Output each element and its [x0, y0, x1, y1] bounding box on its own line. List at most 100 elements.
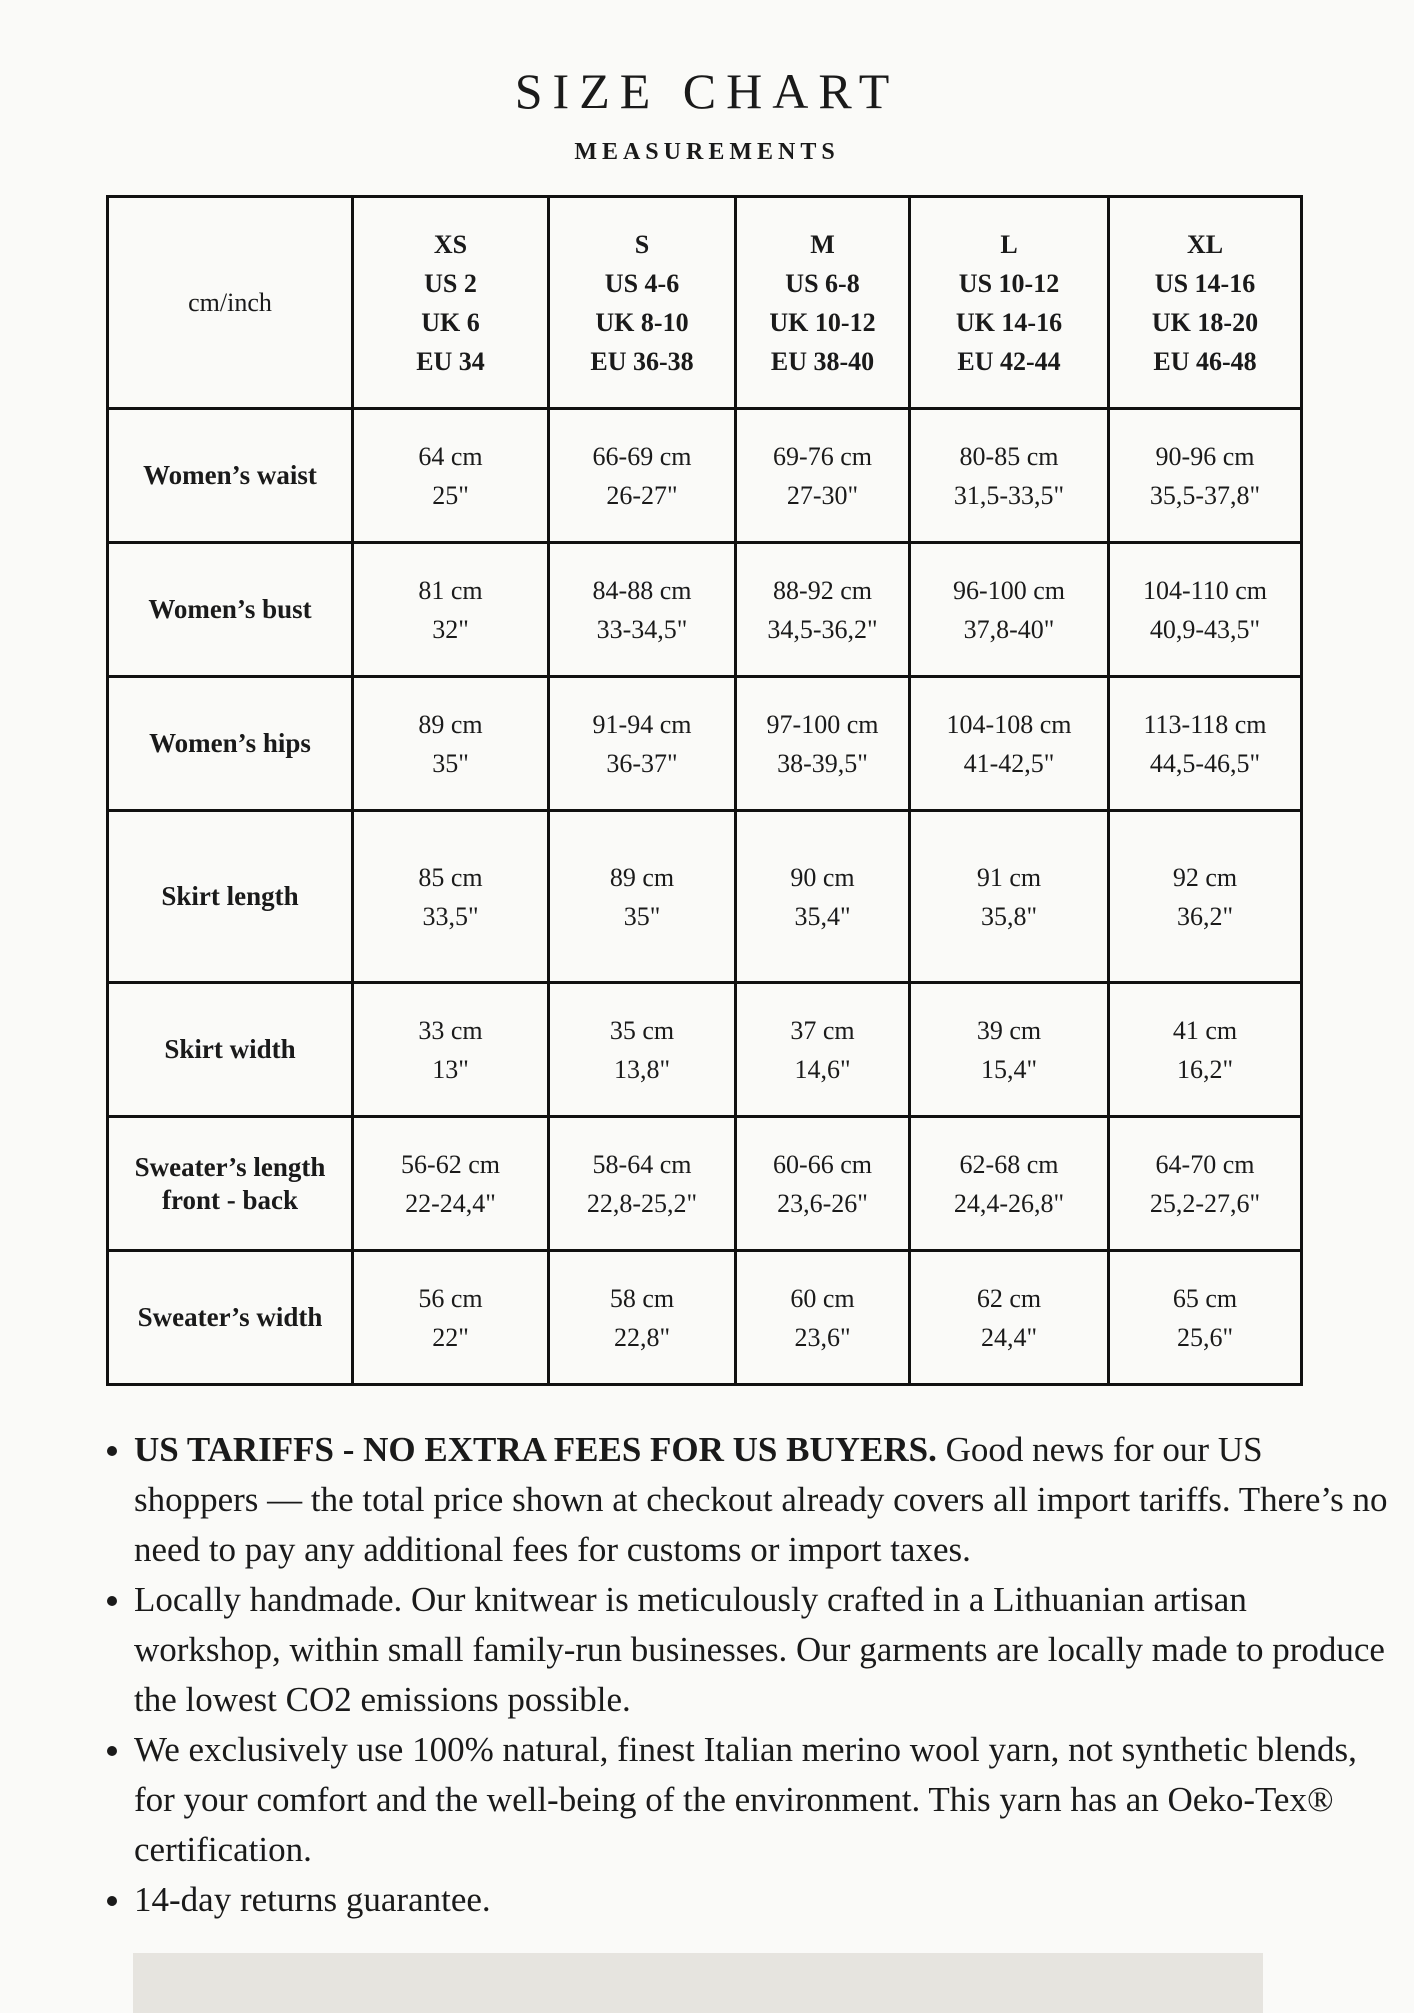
cm-value: 96-100 cm — [953, 575, 1065, 605]
inch-value: 13" — [432, 1054, 469, 1084]
inch-value: 36,2" — [1176, 901, 1234, 931]
cm-value: 97-100 cm — [766, 709, 879, 739]
cm-value: 41 cm — [1172, 1015, 1238, 1045]
table-row: Women’s bust 81 cm 32" 84-88 cm 33-34,5" 88-9… — [106, 541, 1303, 678]
row-label: Women’s waist — [106, 407, 354, 544]
table-row: Women’s waist 64 cm 25" 66-69 cm 26-27" 69-76… — [106, 407, 1303, 544]
measurement-cell: 56 cm 22" — [351, 1249, 550, 1386]
cm-value: 92 cm — [1172, 862, 1238, 892]
cm-value: 91-94 cm — [592, 709, 692, 739]
inch-value: 36-37" — [606, 748, 678, 778]
measurement-cell: 66-69 cm 26-27" — [547, 407, 737, 544]
measurement-cell: 37 cm 14,6" — [734, 981, 911, 1118]
measurement-cell: 91 cm 35,8" — [908, 809, 1110, 984]
cm-value: 91 cm — [976, 862, 1042, 892]
size-us: US 2 — [424, 268, 477, 298]
row-label-text: Skirt width — [164, 1034, 296, 1064]
measurement-cell: 104-110 cm 40,9-43,5" — [1107, 541, 1303, 678]
size-chart-table: cm/inch XS US 2 UK 6 EU 34 S US 4-6 UK 8-10 EU … — [106, 195, 1303, 1386]
size-size: S — [634, 229, 650, 259]
measurement-cell: 97-100 cm 38-39,5" — [734, 675, 911, 812]
measurement-cell: 33 cm 13" — [351, 981, 550, 1118]
cm-value: 60-66 cm — [773, 1149, 872, 1179]
inch-value: 16,2" — [1176, 1054, 1234, 1084]
row-label-text: Women’s waist — [143, 460, 317, 490]
row-label: Women’s bust — [106, 541, 354, 678]
size-uk: UK 6 — [421, 307, 480, 337]
inch-value: 35" — [623, 901, 661, 931]
inch-value: 38-39,5" — [777, 748, 868, 778]
unit-header: cm/inch — [106, 195, 354, 410]
info-list: US TARIFFS - NO EXTRA FEES FOR US BUYERS… — [98, 1425, 1394, 1925]
cm-value: 89 cm — [609, 862, 675, 892]
inch-value: 27-30" — [786, 480, 859, 510]
inch-value: 22-24,4" — [405, 1188, 496, 1218]
size-uk: UK 8-10 — [595, 307, 689, 337]
size-us: US 4-6 — [604, 268, 680, 298]
cm-value: 90-96 cm — [1155, 441, 1255, 471]
inch-value: 35,5-37,8" — [1149, 480, 1261, 510]
size-uk: UK 18-20 — [1151, 307, 1259, 337]
row-label-text: Women’s hips — [149, 728, 311, 758]
measurement-cell: 90-96 cm 35,5-37,8" — [1107, 407, 1303, 544]
measurement-cell: 91-94 cm 36-37" — [547, 675, 737, 812]
table-row: Sweater’s length front - back 56-62 cm 22-2… — [106, 1115, 1303, 1252]
measurement-cell: 85 cm 33,5" — [351, 809, 550, 984]
inch-value: 23,6" — [794, 1322, 851, 1352]
row-label: Sweater’s width — [106, 1249, 354, 1386]
inch-value: 37,8-40" — [963, 614, 1055, 644]
size-eu: EU 36-38 — [590, 346, 694, 376]
measurement-cell: 96-100 cm 37,8-40" — [908, 541, 1110, 678]
measurement-cell: 69-76 cm 27-30" — [734, 407, 911, 544]
cm-value: 85 cm — [418, 862, 483, 892]
inch-value: 34,5-36,2" — [767, 614, 878, 644]
measurement-cell: 64-70 cm 25,2-27,6" — [1107, 1115, 1303, 1252]
inch-value: 24,4" — [980, 1322, 1038, 1352]
measurement-cell: 58 cm 22,8" — [547, 1249, 737, 1386]
cm-value: 62-68 cm — [959, 1149, 1059, 1179]
inch-value: 22" — [432, 1322, 469, 1352]
list-item-text: Good news for our US shoppers — the tota… — [134, 1430, 1388, 1569]
cm-value: 84-88 cm — [592, 575, 692, 605]
measurement-cell: 90 cm 35,4" — [734, 809, 911, 984]
table-row: Sweater’s width 56 cm 22" 58 cm 22,8" 60 cm 23… — [106, 1249, 1303, 1386]
inch-value: 13,8" — [613, 1054, 671, 1084]
row-label-text: front - back — [161, 1184, 298, 1215]
size-us: US 6-8 — [785, 268, 860, 298]
measurement-cell: 62 cm 24,4" — [908, 1249, 1110, 1386]
row-label-text: Sweater’s length — [134, 1151, 326, 1182]
cm-value: 90 cm — [790, 862, 855, 892]
cm-value: 58 cm — [609, 1283, 675, 1313]
inch-value: 41-42,5" — [963, 748, 1055, 778]
size-header-xs: XS US 2 UK 6 EU 34 — [351, 195, 550, 410]
page-subtitle: MEASUREMENTS — [574, 139, 840, 165]
inch-value: 31,5-33,5" — [953, 480, 1065, 510]
size-size: XL — [1186, 229, 1224, 259]
cm-value: 69-76 cm — [773, 441, 872, 471]
measurement-cell: 81 cm 32" — [351, 541, 550, 678]
measurement-cell: 60 cm 23,6" — [734, 1249, 911, 1386]
cm-value: 113-118 cm — [1143, 709, 1267, 739]
cm-value: 37 cm — [790, 1015, 855, 1045]
cm-value: 64-70 cm — [1155, 1149, 1255, 1179]
size-uk: UK 14-16 — [955, 307, 1063, 337]
measurement-cell: 60-66 cm 23,6-26" — [734, 1115, 911, 1252]
header-row: cm/inch XS US 2 UK 6 EU 34 S US 4-6 UK 8-10 EU … — [106, 195, 1303, 410]
size-size: XS — [433, 229, 468, 259]
row-label: Skirt width — [106, 981, 354, 1118]
inch-value: 44,5-46,5" — [1149, 748, 1261, 778]
size-us: US 10-12 — [958, 268, 1060, 298]
inch-value: 15,4" — [980, 1054, 1038, 1084]
size-uk: UK 10-12 — [769, 307, 876, 337]
measurement-cell: 89 cm 35" — [351, 675, 550, 812]
list-item-text: 14-day returns guarantee. — [134, 1880, 491, 1919]
measurement-cell: 80-85 cm 31,5-33,5" — [908, 407, 1110, 544]
cm-value: 66-69 cm — [592, 441, 692, 471]
list-item: US TARIFFS - NO EXTRA FEES FOR US BUYERS… — [134, 1425, 1394, 1575]
table-row: Women’s hips 89 cm 35" 91-94 cm 36-37" 97-100… — [106, 675, 1303, 812]
inch-value: 22,8" — [613, 1322, 671, 1352]
inch-value: 24,4-26,8" — [953, 1188, 1065, 1218]
row-label: Sweater’s length front - back — [106, 1115, 354, 1252]
size-size: M — [810, 229, 835, 259]
inch-value: 32" — [432, 614, 469, 644]
